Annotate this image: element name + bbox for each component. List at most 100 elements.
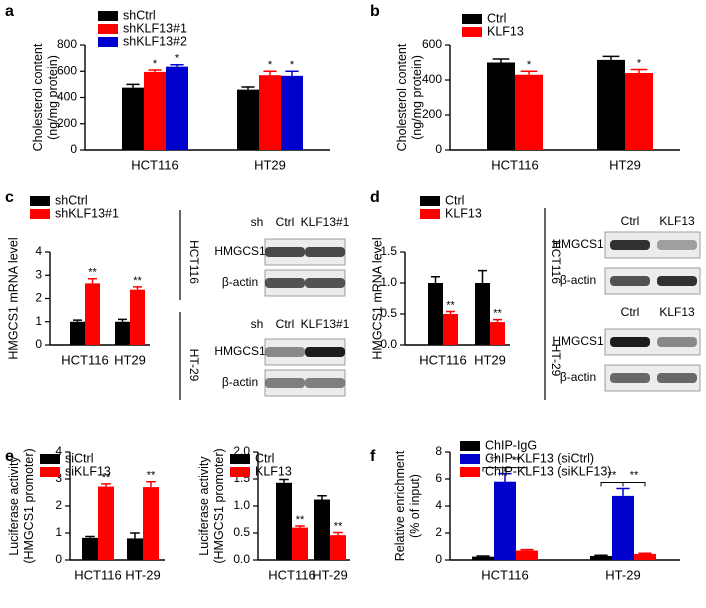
y-tick-label: 0.5 bbox=[380, 306, 397, 320]
legend-swatch bbox=[420, 196, 440, 206]
blot-band bbox=[305, 378, 345, 388]
x-tick-label: HT-29 bbox=[125, 567, 160, 582]
x-tick-label: HCT116 bbox=[419, 352, 466, 367]
legend-swatch bbox=[98, 11, 118, 21]
significance-label: ** bbox=[88, 267, 97, 279]
x-tick-label: HCT116 bbox=[131, 157, 178, 172]
x-tick-label: HCT116 bbox=[491, 157, 538, 172]
y-tick-label: 2 bbox=[435, 525, 442, 539]
blot-header: KLF13#1 bbox=[301, 215, 350, 229]
blot-header: sh bbox=[251, 215, 264, 229]
bar bbox=[115, 321, 130, 345]
bar bbox=[494, 481, 516, 560]
y-axis-label: (ng/mg protein) bbox=[46, 55, 60, 140]
legend-label: KLF13 bbox=[445, 206, 482, 220]
error-bar bbox=[73, 319, 82, 322]
legend-label: KLF13 bbox=[255, 464, 292, 478]
bar bbox=[276, 482, 292, 560]
blot-band bbox=[657, 373, 697, 383]
bar bbox=[634, 553, 656, 560]
error-bar bbox=[492, 58, 510, 63]
y-axis-label: Luciferase activity bbox=[7, 456, 21, 556]
significance-label: ** bbox=[296, 514, 305, 526]
x-tick-label: HT29 bbox=[609, 157, 641, 172]
x-tick-label: HT29 bbox=[474, 352, 506, 367]
blot-header: KLF13#1 bbox=[301, 317, 350, 331]
legend-swatch bbox=[40, 454, 60, 464]
y-tick-label: 3 bbox=[35, 267, 42, 281]
x-tick-label: HCT116 bbox=[481, 567, 528, 582]
bar bbox=[475, 283, 490, 345]
error-bar bbox=[285, 70, 299, 76]
y-tick-label: 1 bbox=[55, 525, 62, 539]
blot-band bbox=[657, 276, 697, 286]
legend-label: KLF13 bbox=[487, 24, 524, 38]
legend-swatch bbox=[98, 37, 118, 47]
legend-swatch bbox=[460, 467, 480, 477]
bar bbox=[487, 62, 515, 150]
y-axis-label: (ng/mg protein) bbox=[410, 55, 424, 140]
error-bar bbox=[493, 318, 502, 323]
bar bbox=[144, 71, 166, 150]
error-bar bbox=[333, 531, 343, 536]
bar bbox=[625, 73, 653, 150]
y-tick-label: 0 bbox=[435, 142, 442, 156]
blot-row-label: HMGCS1 bbox=[214, 244, 266, 258]
significance-label: ** bbox=[334, 520, 343, 532]
legend-swatch bbox=[420, 209, 440, 219]
y-tick-label: 2 bbox=[35, 291, 42, 305]
bar bbox=[490, 322, 505, 345]
bar bbox=[612, 495, 634, 560]
y-axis-label: Cholesterol content bbox=[31, 43, 45, 151]
y-tick-label: 600 bbox=[422, 37, 442, 51]
significance-label: * bbox=[153, 58, 158, 70]
blot-row-label: HMGCS1 bbox=[552, 334, 604, 348]
bracket-label: ** bbox=[512, 455, 521, 467]
panel-letter: f bbox=[370, 448, 376, 465]
significance-label: ** bbox=[147, 470, 156, 482]
bar bbox=[237, 89, 259, 150]
y-tick-label: 8 bbox=[435, 444, 442, 458]
y-tick-label: 600 bbox=[57, 63, 77, 77]
legend-label: Ctrl bbox=[445, 193, 464, 207]
error-bar bbox=[295, 525, 305, 528]
bar bbox=[515, 74, 543, 150]
blot-row-label: β-actin bbox=[560, 273, 596, 287]
blot-header: sh bbox=[251, 317, 264, 331]
panel-letter: b bbox=[370, 3, 380, 20]
error-bar bbox=[602, 55, 620, 60]
blot-band bbox=[265, 347, 305, 357]
blot-band bbox=[265, 378, 305, 388]
bar bbox=[130, 289, 145, 345]
bar bbox=[597, 59, 625, 150]
blot-header: Ctrl bbox=[621, 305, 640, 319]
bar bbox=[143, 487, 159, 560]
legend-label: ChIP-IgG bbox=[485, 438, 537, 452]
bar bbox=[281, 75, 303, 150]
legend-swatch bbox=[462, 27, 482, 37]
error-bar bbox=[241, 86, 255, 90]
bar bbox=[70, 321, 85, 345]
legend-label: shKLF13#1 bbox=[55, 206, 119, 220]
y-tick-label: 200 bbox=[57, 116, 77, 130]
error-bar bbox=[498, 472, 512, 482]
significance-label: ** bbox=[102, 472, 111, 484]
bar bbox=[127, 538, 143, 560]
blot-band bbox=[657, 240, 697, 250]
y-axis-label: Luciferase activity bbox=[197, 456, 211, 556]
blot-row-label: HMGCS1 bbox=[552, 237, 604, 251]
legend-label: shKLF13#1 bbox=[123, 21, 187, 35]
blot-row-label: HMGCS1 bbox=[214, 344, 266, 358]
bar bbox=[590, 555, 612, 560]
cell-line-label: HCT116 bbox=[187, 240, 201, 284]
legend-swatch bbox=[460, 441, 480, 451]
y-tick-label: 1 bbox=[35, 314, 42, 328]
blot-row-label: β-actin bbox=[560, 370, 596, 384]
x-tick-label: HCT116 bbox=[268, 567, 315, 582]
blot-band bbox=[305, 278, 345, 288]
error-bar bbox=[148, 69, 162, 72]
bracket-label: ** bbox=[608, 469, 617, 481]
error-bar bbox=[126, 83, 140, 88]
legend-swatch bbox=[462, 14, 482, 24]
significance-label: ** bbox=[446, 299, 455, 311]
